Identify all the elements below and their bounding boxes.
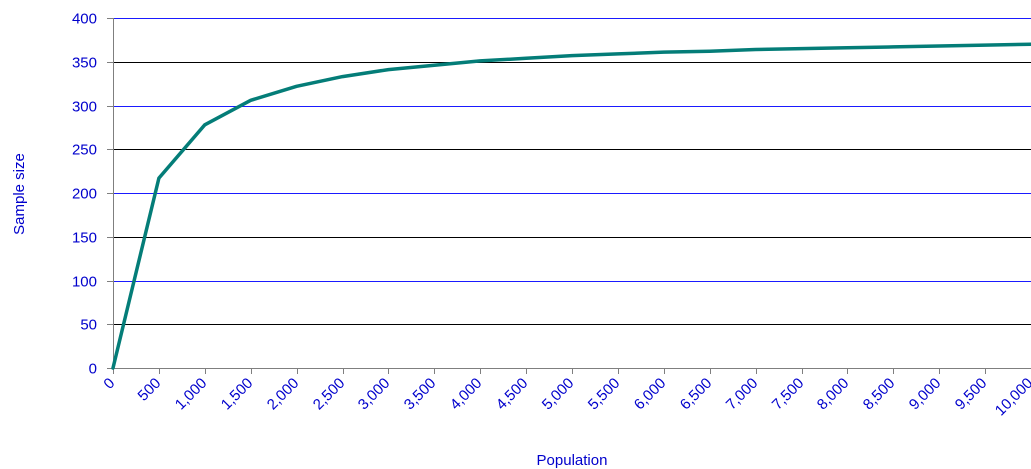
y-tick-label: 250 — [72, 142, 97, 159]
y-tick-label: 200 — [72, 186, 97, 203]
y-tick-label: 350 — [72, 55, 97, 72]
y-tick-label: 50 — [80, 317, 97, 334]
x-axis-title: Population — [537, 452, 608, 469]
x-tick-label: 4,000 — [447, 375, 486, 414]
y-axis-ticks: 0 50 100 150 200 250 300 350 400 — [72, 11, 113, 378]
x-tick-label: 8,000 — [814, 375, 853, 414]
series-group — [111, 42, 1031, 370]
series-line — [111, 42, 1031, 370]
x-tick-label: 7,500 — [769, 375, 808, 414]
x-tick-label: 10,000 — [992, 375, 1031, 419]
x-tick-label: 2,500 — [310, 375, 349, 414]
x-tick-label: 0 — [100, 375, 118, 393]
gridlines — [113, 18, 1031, 325]
y-tick-label: 300 — [72, 99, 97, 116]
y-tick-label: 0 — [89, 361, 97, 378]
x-tick-label: 5,500 — [585, 375, 624, 414]
x-tick-label: 3,000 — [355, 375, 394, 414]
x-tick-label: 6,000 — [631, 375, 670, 414]
y-tick-label: 400 — [72, 11, 97, 28]
x-tick-label: 9,000 — [906, 375, 945, 414]
x-tick-label: 8,500 — [860, 375, 899, 414]
y-axis-title: Sample size — [11, 153, 28, 235]
x-tick-label: 3,500 — [401, 375, 440, 414]
x-tick-label: 2,000 — [264, 375, 303, 414]
x-axis-ticks: 0 500 1,000 1,500 2,000 2,500 3,000 3,500 4,000 4… — [100, 368, 1031, 419]
x-tick-label: 4,500 — [493, 375, 532, 414]
x-tick-label: 9,500 — [952, 375, 991, 414]
x-tick-label: 5,000 — [539, 375, 578, 414]
x-tick-label: 6,500 — [677, 375, 716, 414]
x-tick-label: 7,000 — [723, 375, 762, 414]
x-tick-label: 500 — [135, 375, 165, 405]
x-tick-label: 1,000 — [172, 375, 211, 414]
y-tick-label: 150 — [72, 230, 97, 247]
x-tick-label: 1,500 — [218, 375, 257, 414]
y-tick-label: 100 — [72, 274, 97, 291]
